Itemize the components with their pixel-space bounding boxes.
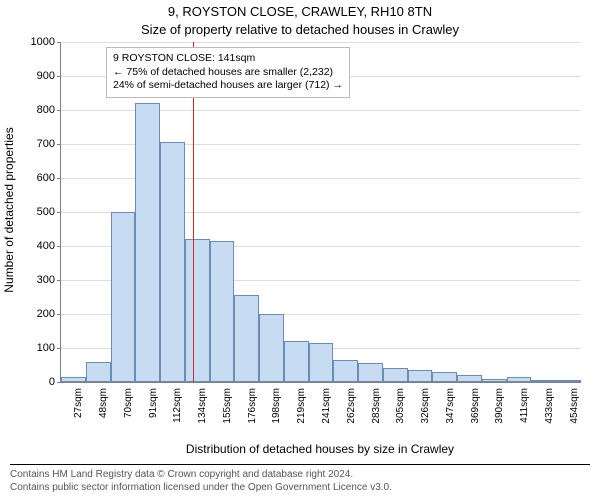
- histogram-bar: [358, 363, 383, 382]
- y-tick: [57, 246, 61, 247]
- annotation-line: 9 ROYSTON CLOSE: 141sqm: [113, 52, 343, 66]
- y-tick: [57, 76, 61, 77]
- x-tick-label: 433sqm: [544, 388, 555, 424]
- annotation-box: 9 ROYSTON CLOSE: 141sqm← 75% of detached…: [106, 47, 350, 98]
- y-tick-label: 800: [25, 104, 55, 116]
- y-axis-label: Number of detached properties: [2, 45, 16, 210]
- attribution-line1: Contains HM Land Registry data © Crown c…: [10, 469, 590, 482]
- y-tick: [57, 42, 61, 43]
- histogram-bar: [556, 380, 581, 382]
- chart-title-line1: 9, ROYSTON CLOSE, CRAWLEY, RH10 8TN: [0, 4, 600, 19]
- chart-title-line2: Size of property relative to detached ho…: [0, 22, 600, 37]
- x-tick-label: 390sqm: [494, 388, 505, 424]
- y-tick-label: 100: [25, 342, 55, 354]
- y-tick-label: 900: [25, 70, 55, 82]
- x-tick-label: 198sqm: [271, 388, 282, 424]
- histogram-bar: [234, 295, 259, 382]
- histogram-bar: [457, 375, 482, 382]
- attribution: Contains HM Land Registry data © Crown c…: [10, 464, 590, 494]
- x-tick-label: 27sqm: [73, 388, 84, 418]
- y-tick-label: 400: [25, 240, 55, 252]
- histogram-bar: [185, 239, 210, 382]
- y-tick: [57, 314, 61, 315]
- histogram-bar: [507, 377, 532, 382]
- x-tick-label: 219sqm: [296, 388, 307, 424]
- x-tick-label: 91sqm: [148, 388, 159, 418]
- y-tick: [57, 178, 61, 179]
- y-tick-label: 200: [25, 308, 55, 320]
- x-tick-label: 155sqm: [222, 388, 233, 424]
- histogram-bar: [160, 142, 185, 382]
- x-tick-label: 262sqm: [346, 388, 357, 424]
- y-tick: [57, 212, 61, 213]
- y-tick: [57, 348, 61, 349]
- x-axis-label: Distribution of detached houses by size …: [60, 442, 580, 456]
- y-tick-label: 300: [25, 274, 55, 286]
- plot-area: 0100200300400500600700800900100027sqm48s…: [60, 42, 581, 383]
- x-tick-label: 176sqm: [247, 388, 258, 424]
- histogram-bar: [531, 380, 556, 382]
- x-tick-label: 112sqm: [172, 388, 183, 423]
- histogram-bar: [383, 368, 408, 382]
- histogram-bar: [408, 370, 433, 382]
- annotation-line: ← 75% of detached houses are smaller (2,…: [113, 66, 343, 80]
- x-tick-label: 241sqm: [321, 388, 332, 424]
- histogram-bar: [432, 372, 457, 382]
- y-tick: [57, 144, 61, 145]
- x-tick-label: 70sqm: [123, 388, 134, 418]
- x-tick-label: 48sqm: [98, 388, 109, 418]
- y-tick: [57, 280, 61, 281]
- histogram-bar: [284, 341, 309, 382]
- histogram-bar: [309, 343, 334, 382]
- y-tick: [57, 382, 61, 383]
- annotation-line: 24% of semi-detached houses are larger (…: [113, 79, 343, 93]
- x-tick-label: 305sqm: [395, 388, 406, 424]
- x-tick-label: 411sqm: [519, 388, 530, 423]
- histogram-bar: [482, 379, 507, 382]
- y-tick-label: 600: [25, 172, 55, 184]
- histogram-bar: [333, 360, 358, 382]
- histogram-bar: [259, 314, 284, 382]
- y-tick: [57, 110, 61, 111]
- histogram-bar: [210, 241, 235, 382]
- x-tick-label: 454sqm: [569, 388, 580, 424]
- x-tick-label: 283sqm: [371, 388, 382, 424]
- y-tick-label: 700: [25, 138, 55, 150]
- x-tick-label: 369sqm: [470, 388, 481, 424]
- x-tick-label: 347sqm: [445, 388, 456, 424]
- gridline: [61, 42, 581, 43]
- histogram-bar: [111, 212, 136, 382]
- y-tick-label: 0: [25, 376, 55, 388]
- histogram-bar: [86, 362, 111, 382]
- histogram-bar: [61, 377, 86, 382]
- y-tick-label: 500: [25, 206, 55, 218]
- histogram-bar: [135, 103, 160, 382]
- x-tick-label: 134sqm: [197, 388, 208, 424]
- x-tick-label: 326sqm: [420, 388, 431, 424]
- y-tick-label: 1000: [25, 36, 55, 48]
- attribution-line2: Contains public sector information licen…: [10, 482, 590, 495]
